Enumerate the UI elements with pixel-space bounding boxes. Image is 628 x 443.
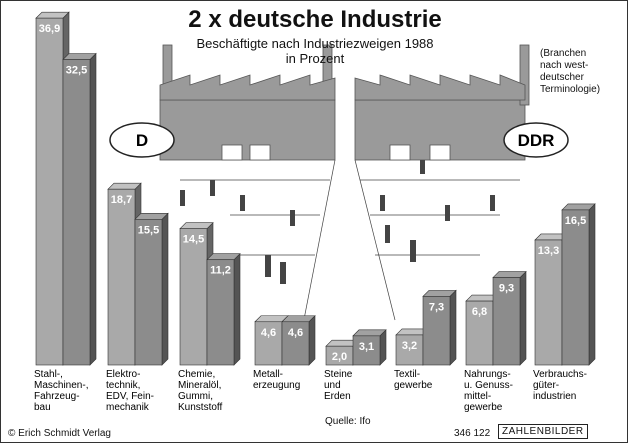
category-label: Steine und Erden: [324, 369, 353, 402]
category-label: Stahl-, Maschinen-, Fahrzeug- bau: [34, 369, 89, 413]
value-label: 18,7: [111, 194, 132, 206]
bar-top: [134, 213, 169, 220]
category-label: Textil- gewerbe: [394, 369, 433, 391]
bar-top: [62, 53, 97, 60]
bar: [492, 277, 521, 366]
bar: [534, 239, 563, 366]
brand: ZAHLENBILDER: [498, 424, 588, 439]
bar: [179, 228, 208, 366]
legend-label: D: [136, 131, 148, 150]
workers: [180, 160, 495, 284]
bar-side: [519, 270, 527, 366]
bar: [134, 219, 163, 366]
bar: [107, 188, 136, 366]
value-label: 9,3: [499, 283, 514, 295]
bar-top: [561, 203, 596, 211]
bar-side: [449, 289, 457, 366]
chart-subtitle: Beschäftigte nach Industriezweigen 1988 …: [196, 36, 434, 66]
chart-title: 2 x deutsche Industrie: [188, 6, 442, 33]
category-label: Nahrungs- u. Genuss- mittel- gewerbe: [464, 369, 513, 413]
value-label: 2,0: [332, 351, 347, 363]
bar-top: [206, 253, 241, 261]
value-label: 32,5: [66, 65, 87, 77]
note: (Branchen nach west- deutscher Terminolo…: [540, 48, 601, 95]
bar: [206, 259, 235, 366]
value-label: 7,3: [429, 301, 444, 313]
bar-side: [233, 252, 241, 366]
bar-side: [588, 203, 596, 366]
bar: [35, 17, 64, 366]
bar-top: [352, 329, 387, 337]
bar: [352, 335, 381, 366]
bar: [254, 321, 283, 366]
category-label: Elektro- technik, EDV, Fein- mechanik: [106, 369, 154, 413]
value-label: 11,2: [210, 265, 231, 277]
bar-side: [308, 315, 316, 366]
value-label: 36,9: [39, 23, 60, 35]
category-label: Metall- erzeugung: [253, 369, 301, 391]
value-label: 4,6: [288, 327, 303, 339]
bar-top: [492, 271, 527, 278]
value-label: 3,1: [359, 341, 374, 353]
source: Quelle: Ifo: [325, 416, 371, 427]
bar-top: [107, 182, 142, 190]
bar-top: [422, 290, 457, 297]
bar-top: [281, 315, 316, 323]
value-label: 3,2: [402, 340, 417, 352]
bar-top: [179, 222, 214, 229]
legend-label: DDR: [518, 131, 555, 150]
value-label: 6,8: [472, 306, 487, 318]
category-label: Chemie, Mineralöl, Gummi, Kunststoff: [178, 369, 223, 413]
bar: [395, 334, 424, 366]
value-label: 14,5: [183, 234, 204, 246]
copyright: © Erich Schmidt Verlag: [8, 428, 111, 439]
legend-badge: [109, 122, 175, 158]
floor-lines: [180, 159, 520, 341]
legend-badge: [503, 122, 569, 158]
bar-top: [35, 11, 70, 19]
bar: [281, 321, 310, 366]
bar-side: [161, 212, 169, 366]
factory-background: [159, 44, 530, 161]
legend: D DDR: [109, 122, 569, 158]
bar: [422, 296, 451, 366]
value-label: 4,6: [261, 327, 276, 339]
value-label: 13,3: [538, 245, 559, 257]
code: 346 122: [454, 428, 491, 439]
bar-side: [89, 52, 97, 366]
bar: [561, 209, 590, 366]
value-label: 15,5: [138, 224, 159, 236]
value-label: 16,5: [565, 215, 586, 227]
bar: [465, 300, 494, 366]
category-label: Verbrauchs- güter- industrien: [533, 369, 587, 402]
bar: [62, 59, 91, 366]
